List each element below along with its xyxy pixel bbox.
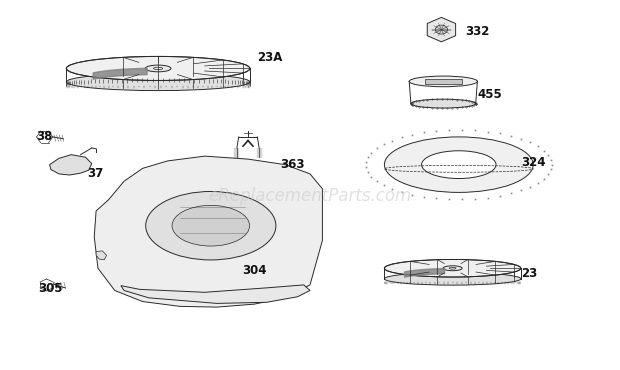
Polygon shape [425,79,462,84]
Ellipse shape [411,99,476,108]
Text: 23A: 23A [257,51,283,64]
Ellipse shape [443,266,462,271]
Ellipse shape [409,76,477,87]
Text: eReplacementParts.com: eReplacementParts.com [208,187,412,205]
Text: 305: 305 [38,282,63,295]
Text: 332: 332 [465,25,489,38]
Text: 37: 37 [87,167,103,181]
Ellipse shape [145,65,171,72]
Polygon shape [94,156,322,307]
Ellipse shape [384,272,521,285]
Text: 23: 23 [521,267,537,280]
Polygon shape [121,285,310,303]
Ellipse shape [66,57,250,81]
Text: 304: 304 [242,263,267,277]
Ellipse shape [422,151,496,178]
Ellipse shape [172,205,249,246]
Text: 455: 455 [477,88,502,101]
Ellipse shape [435,25,448,34]
Ellipse shape [384,259,521,277]
Ellipse shape [146,192,276,260]
Polygon shape [96,251,107,260]
Text: 38: 38 [36,130,52,144]
Ellipse shape [66,73,250,91]
Ellipse shape [384,137,533,192]
Polygon shape [50,155,92,175]
Polygon shape [427,17,456,42]
Text: 363: 363 [280,158,305,171]
Text: 324: 324 [521,156,546,169]
